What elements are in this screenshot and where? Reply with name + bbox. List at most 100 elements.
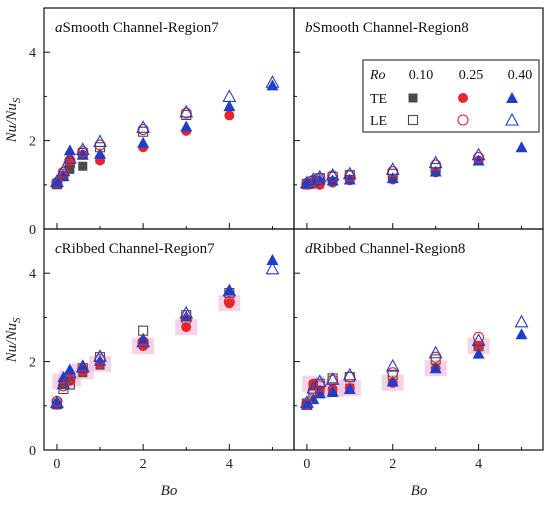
panel-title: aSmooth Channel-Region7 (55, 20, 219, 36)
data-point (307, 174, 319, 186)
data-point (94, 147, 107, 159)
panel-a: 0 2 4 aSmooth Channel-Region7 (29, 7, 295, 238)
series-le-ro-0-40 (299, 147, 486, 189)
data-point (50, 395, 64, 408)
data-point (179, 104, 194, 118)
data-point (429, 165, 442, 177)
data-point (342, 166, 357, 180)
panel-title: cRibbed Channel-Region7 (55, 241, 215, 257)
y-axis-label: Nu/NuS (4, 317, 23, 363)
legend-marker (407, 114, 419, 126)
legend-column-label: 0.10 (409, 68, 434, 83)
data-point (301, 177, 313, 190)
series-le-ro-0-25 (301, 151, 485, 190)
series-le-ro-0-25 (51, 107, 192, 189)
y-axis-label: Nu/NuS (4, 97, 23, 143)
legend-marker (408, 93, 418, 103)
y-tick-label: 0 (29, 444, 36, 459)
series-le-ro-0-40 (299, 314, 529, 408)
x-tick-label: 2 (140, 457, 147, 472)
data-point (471, 333, 486, 346)
data-point (224, 110, 235, 121)
data-point (222, 89, 237, 102)
series-le-ro-0-40 (50, 261, 280, 408)
data-point (62, 365, 77, 379)
data-point (265, 261, 280, 275)
plot-frame (293, 228, 544, 451)
data-point (307, 393, 320, 405)
data-point (222, 283, 237, 297)
data-point (50, 176, 63, 188)
panel-letter: b (305, 20, 313, 36)
data-point (325, 167, 340, 181)
data-point (56, 163, 71, 177)
data-point (429, 362, 442, 374)
y-tick-label: 0 (29, 223, 36, 238)
legend-marker (458, 93, 468, 103)
legend-marker (505, 112, 519, 126)
legend-column-label: 0.40 (508, 68, 533, 83)
data-point (342, 367, 357, 381)
legend-marker (457, 114, 469, 126)
panel-letter: a (55, 20, 63, 36)
data-point (56, 376, 71, 390)
data-point (514, 314, 529, 328)
x-tick-label: 4 (226, 457, 233, 472)
data-point (387, 367, 399, 379)
data-point (343, 383, 356, 395)
legend-row-label: TE (370, 92, 387, 107)
data-point (312, 169, 327, 183)
legend-column-label: 0.25 (459, 68, 484, 83)
data-point (314, 380, 326, 392)
data-point (180, 314, 192, 326)
data-point (430, 351, 442, 363)
data-point (266, 253, 279, 265)
y-tick-label: 2 (29, 135, 36, 150)
data-point (471, 147, 486, 161)
data-point (301, 398, 313, 410)
series-te-ro-0-40 (50, 253, 279, 409)
plot-frame (43, 7, 295, 230)
x-tick-label: 0 (303, 457, 310, 472)
data-point (78, 161, 88, 171)
data-point (136, 120, 151, 133)
x-tick-label: 4 (475, 457, 482, 472)
data-point (385, 162, 400, 175)
panel-title-text: Ribbed Channel-Region8 (313, 241, 466, 257)
data-point (223, 100, 236, 112)
legend-box (362, 59, 540, 133)
data-point (136, 334, 151, 348)
data-point (180, 310, 193, 322)
data-point (327, 374, 339, 386)
panel-letter: c (55, 241, 62, 257)
legend-title: Ro (369, 68, 386, 83)
series-te-ro-0-40 (50, 79, 279, 188)
data-point (428, 345, 443, 359)
data-point (265, 75, 280, 88)
data-point (137, 124, 149, 136)
data-point (62, 151, 77, 164)
data-point (75, 142, 90, 155)
data-point (63, 144, 76, 156)
data-point (314, 172, 326, 184)
legend-marker (506, 92, 518, 103)
data-point (473, 331, 485, 343)
data-point (386, 172, 399, 184)
series-le-ro-0-40 (50, 75, 280, 187)
data-point (473, 341, 484, 352)
data-point (50, 174, 64, 187)
x-tick-label: 0 (53, 457, 60, 472)
data-point (65, 164, 75, 174)
x-axis-label: Bo (161, 483, 178, 499)
series-le-ro-0-10 (51, 109, 192, 189)
data-point (179, 305, 194, 319)
x-tick-label: 2 (389, 457, 396, 472)
panel-title: dRibbed Channel-Region8 (305, 241, 465, 257)
data-point (93, 349, 107, 362)
x-axis-label: Bo (411, 483, 428, 499)
data-point (180, 107, 192, 119)
data-point (327, 170, 339, 182)
panel-title-text: Smooth Channel-Region8 (313, 20, 469, 36)
data-point (51, 177, 63, 189)
